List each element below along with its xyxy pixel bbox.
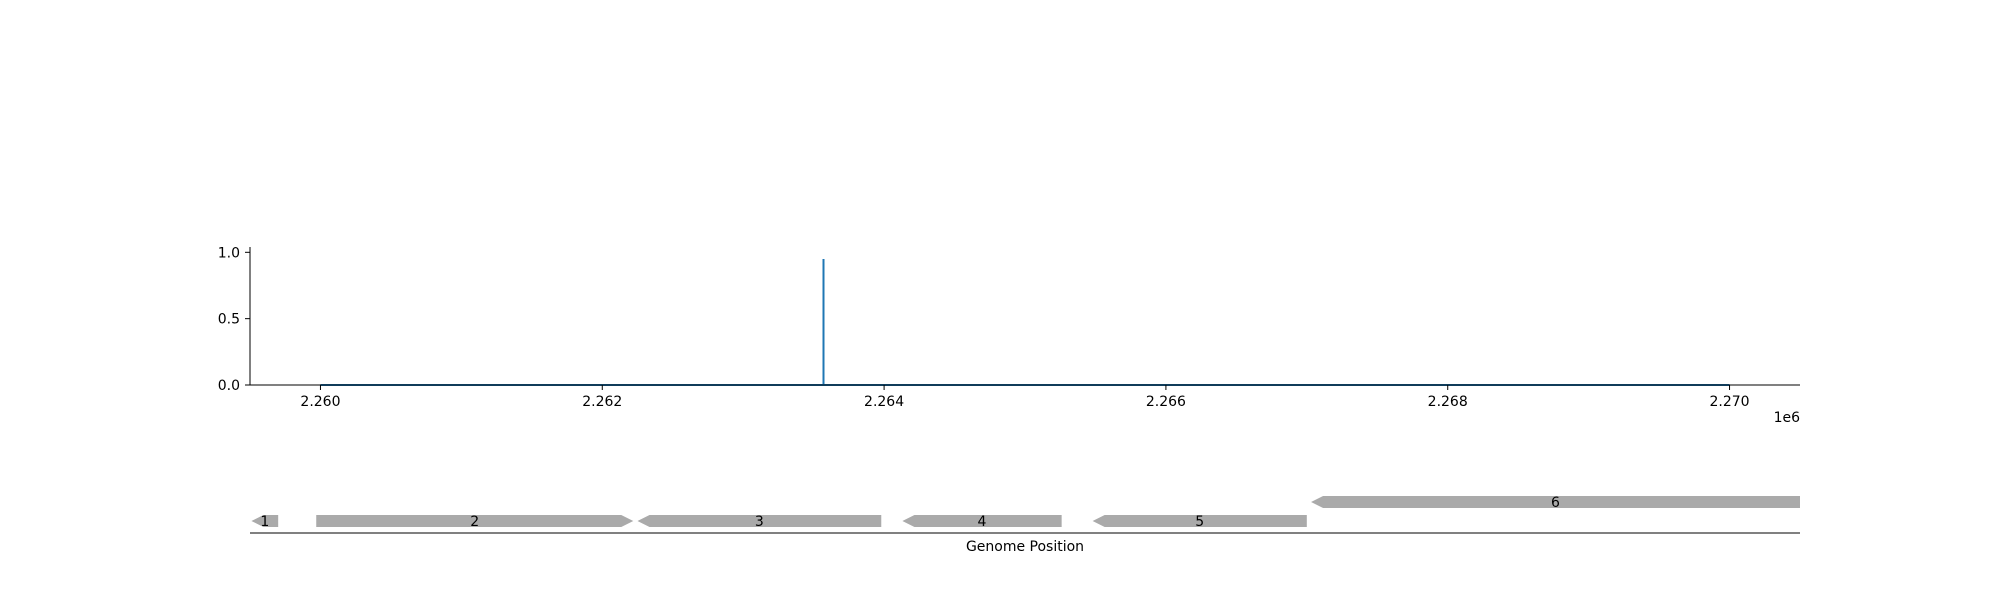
y-tick-label: 0.5: [218, 312, 240, 328]
gene-arrows: 1 2 3 4 5 6: [251, 495, 1800, 530]
x-tick-label: 2.268: [1428, 394, 1468, 410]
gene-arrow-6: [1311, 496, 1800, 508]
y-tick-label: 0.0: [218, 378, 240, 394]
x-tick-label: 2.266: [1146, 394, 1186, 410]
gene-arrow-5: [1092, 515, 1307, 527]
gene-label-6: 6: [1551, 495, 1560, 511]
gene-arrow-2: [316, 515, 634, 527]
gene-arrow-1: [251, 515, 279, 527]
gene-track: 1 2 3 4 5 6 Genome Position: [250, 495, 1800, 555]
gene-label-4: 4: [978, 514, 987, 530]
gene-label-1: 1: [260, 514, 269, 530]
x-tick-label: 2.262: [582, 394, 622, 410]
x-tick-label: 2.260: [300, 394, 340, 410]
gene-arrow-3: [637, 515, 882, 527]
gene-arrow-4: [902, 515, 1062, 527]
x-offset-label: 1e6: [1774, 410, 1801, 426]
y-ticks: 0.0 0.5 1.0: [218, 245, 250, 394]
x-ticks: 2.260 2.262 2.264 2.266 2.268 2.270: [300, 385, 1750, 410]
gene-label-5: 5: [1195, 514, 1204, 530]
signal-series: [320, 258, 1730, 386]
x-tick-label: 2.264: [864, 394, 904, 410]
gene-label-2: 2: [470, 514, 479, 530]
gene-label-3: 3: [755, 514, 764, 530]
y-tick-label: 1.0: [218, 245, 240, 261]
signal-plot: 0.0 0.5 1.0 2.260 2.262 2.264 2.266 2.268 2.270…: [218, 245, 1800, 426]
x-axis-label: Genome Position: [966, 539, 1084, 555]
series-line-1: [320, 258, 1730, 386]
x-tick-label: 2.270: [1709, 394, 1749, 410]
